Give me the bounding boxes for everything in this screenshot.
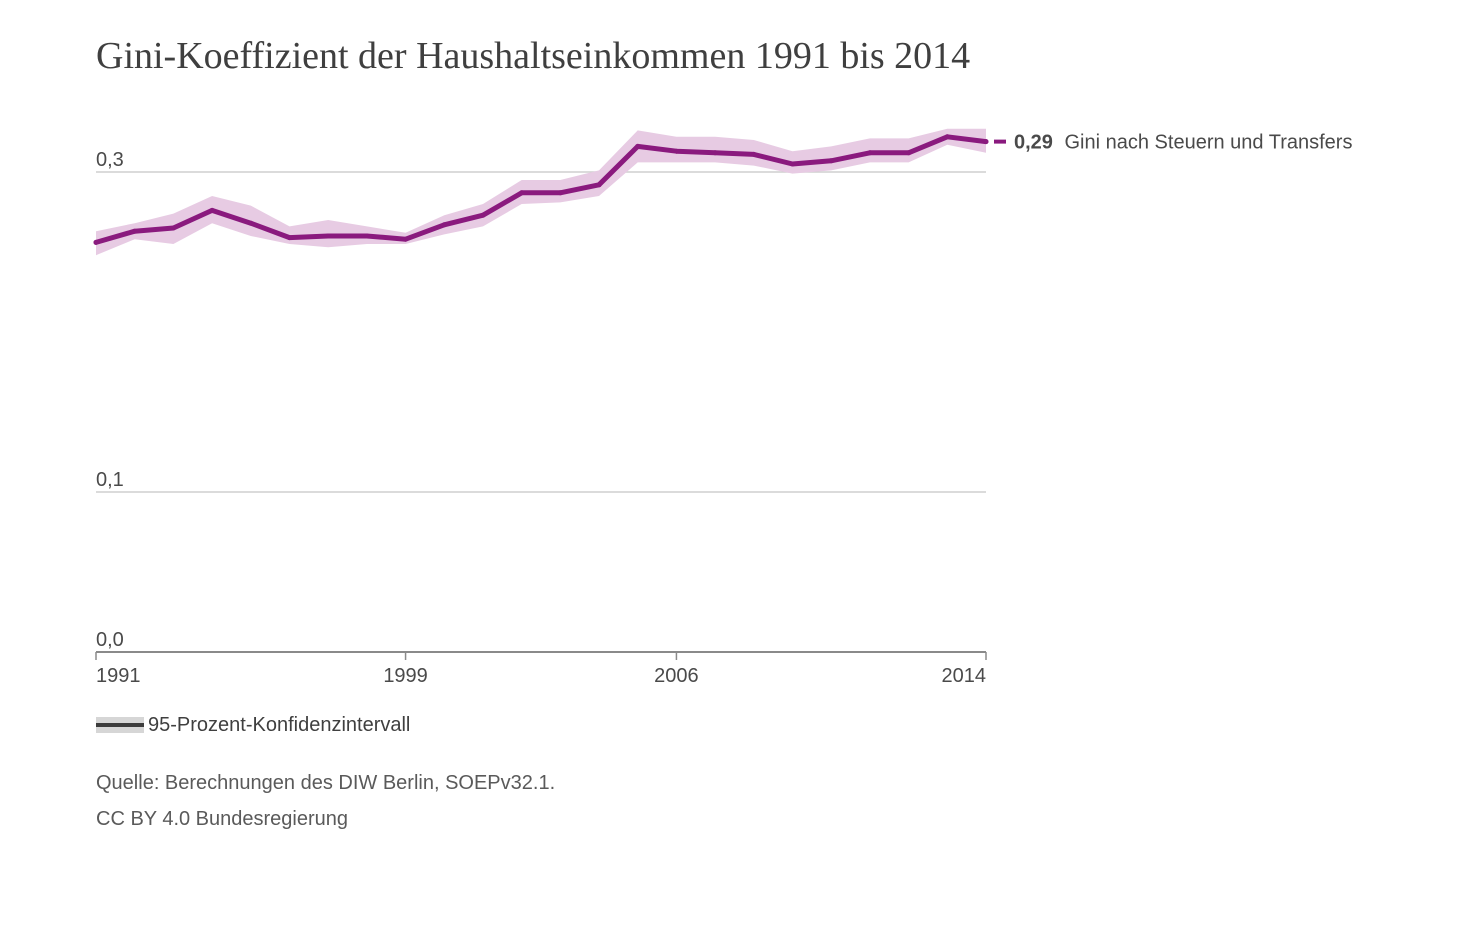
y-tick-label: 0,3: [96, 149, 124, 171]
data-point: [751, 151, 757, 157]
ci-legend: 95-Prozent-Konfidenzintervall: [96, 712, 410, 738]
data-point: [441, 222, 447, 228]
series-line: [93, 134, 989, 245]
x-tick-label: 1991: [96, 665, 141, 687]
data-point: [944, 134, 950, 140]
data-point: [557, 190, 563, 196]
tick-label-layer: 0,0 0,1 0,3 1991 1999 2006 2014: [96, 149, 986, 687]
data-point: [403, 236, 409, 242]
data-point: [983, 139, 989, 145]
x-tick-label: 2006: [654, 665, 699, 687]
data-point: [248, 220, 254, 226]
data-point: [93, 239, 99, 245]
data-point: [325, 233, 331, 239]
data-point: [209, 207, 215, 213]
source-note: Quelle: Berechnungen des DIW Berlin, SOE…: [96, 772, 556, 794]
data-point: [132, 228, 138, 234]
ci-legend-swatch: [96, 717, 144, 733]
x-tick-label: 2014: [942, 665, 987, 687]
series-end-name: Gini nach Steuern und Transfers: [1065, 132, 1353, 154]
data-point: [519, 190, 525, 196]
series-end-value: 0,29: [1014, 132, 1053, 154]
y-tick-label: 0,1: [96, 469, 124, 491]
series-end-text: 0,29 Gini nach Steuern und Transfers: [1014, 132, 1352, 154]
series-line-layer: [93, 134, 989, 245]
data-point: [635, 143, 641, 149]
data-point: [712, 150, 718, 156]
series-end-label: 0,29 Gini nach Steuern und Transfers: [994, 132, 1352, 154]
y-tick-label: 0,0: [96, 629, 124, 651]
license-note: CC BY 4.0 Bundesregierung: [96, 808, 349, 830]
data-point: [170, 225, 176, 231]
data-point: [906, 150, 912, 156]
data-point: [867, 150, 873, 156]
gini-line-chart: 0,0 0,1 0,3 1991 1999 2006 2014 0,29 Gini nach…: [93, 128, 1352, 687]
ci-legend-label: 95-Prozent-Konfidenzintervall: [148, 713, 411, 736]
x-tick-label: 1999: [383, 665, 428, 687]
data-point: [596, 182, 602, 188]
data-point: [828, 158, 834, 164]
data-point: [673, 148, 679, 154]
data-point: [790, 161, 796, 167]
data-point: [364, 233, 370, 239]
grid-layer: [95, 171, 987, 660]
ci-legend-line: [96, 723, 144, 727]
data-point: [480, 212, 486, 218]
chart-title: Gini-Koeffizient der Haushaltseinkommen …: [96, 35, 971, 77]
data-point: [286, 235, 292, 241]
